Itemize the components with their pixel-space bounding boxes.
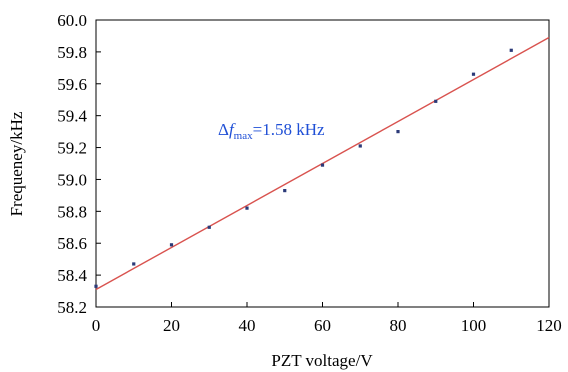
annotation-subscript: max: [234, 130, 253, 142]
data-point: [169, 243, 174, 247]
y-tick-label: 58.2: [57, 298, 87, 317]
x-tick-label: 120: [536, 316, 562, 335]
data-point: [132, 262, 136, 266]
y-tick-label: 59.6: [57, 75, 87, 94]
annotation-value: =1.58 kHz: [253, 120, 325, 139]
x-tick-label: 20: [163, 316, 180, 335]
x-axis-label: PZT voltage/V: [271, 351, 373, 370]
x-tick-label: 40: [239, 316, 256, 335]
y-tick-label: 58.4: [57, 266, 87, 285]
x-tick-label: 0: [92, 316, 101, 335]
data-point: [396, 130, 400, 134]
annotation-delta: Δ: [218, 120, 229, 139]
data-point: [509, 48, 513, 52]
x-ticks: 0 20 40 60 80 100 120: [92, 302, 562, 335]
y-tick-label: 59.2: [57, 139, 87, 158]
y-tick-label: 58.6: [57, 234, 87, 253]
x-tick-label: 60: [314, 316, 331, 335]
data-point: [283, 189, 287, 193]
y-tick-label: 59.0: [57, 170, 87, 189]
data-point: [471, 72, 476, 76]
x-tick-label: 100: [461, 316, 487, 335]
y-ticks: 58.2 58.4 58.6 58.8 59.0 59.2 59.4 59.6 59.8 60.0: [57, 11, 101, 317]
data-point: [320, 163, 325, 167]
data-point: [434, 99, 438, 103]
x-tick-label: 80: [390, 316, 407, 335]
annotation-f: f: [229, 120, 236, 139]
y-tick-label: 59.8: [57, 43, 87, 62]
data-point: [358, 144, 362, 148]
data-point: [207, 225, 211, 229]
y-tick-label: 60.0: [57, 11, 87, 30]
data-point: [245, 206, 249, 210]
annotation: Δfmax=1.58 kHz: [218, 120, 325, 142]
y-tick-label: 58.8: [57, 202, 87, 221]
y-axis-label: Frequeney/kHz: [7, 111, 26, 216]
y-tick-label: 59.4: [57, 107, 87, 126]
data-points: [94, 48, 513, 288]
data-point: [94, 284, 98, 288]
